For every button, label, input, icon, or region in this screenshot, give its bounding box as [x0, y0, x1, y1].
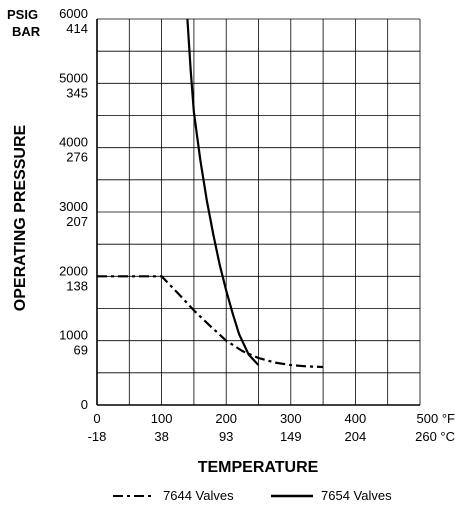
- y-unit-primary: PSIG: [7, 7, 38, 22]
- y-tick-label-bar: 138: [66, 278, 88, 293]
- x-tick-label-fahrenheit: 300: [280, 411, 302, 426]
- series-line-7654: [186, 18, 260, 366]
- chart-grid: [96, 18, 421, 406]
- chart-series: [97, 18, 324, 369]
- legend-label-7644: 7644 Valves: [163, 488, 234, 503]
- y-tick-label-bar: 414: [66, 21, 88, 36]
- x-tick-label-fahrenheit: 0: [93, 411, 100, 426]
- x-tick-label-fahrenheit: 400: [345, 411, 367, 426]
- x-tick-label-celsius: -18: [88, 429, 107, 444]
- x-tick-label-celsius: 204: [345, 429, 367, 444]
- solid-line-swatch: [271, 494, 313, 497]
- x-tick-label-fahrenheit: 500 °F: [417, 411, 456, 426]
- plot-frame: [96, 19, 420, 406]
- chart-legend: 7644 Valves 7654 Valves: [113, 488, 433, 508]
- y-tick-label-psig: 6000: [59, 6, 88, 21]
- dash-dot-line-swatch: [113, 494, 155, 497]
- y-tick-label-psig: 0: [81, 397, 88, 412]
- legend-label-7654: 7654 Valves: [321, 488, 392, 503]
- y-axis-label: OPERATING PRESSURE: [12, 124, 29, 311]
- y-tick-label-psig: 2000: [59, 263, 88, 278]
- y-tick-label-psig: 1000: [59, 328, 88, 343]
- legend-item-7654: 7654 Valves: [271, 488, 392, 503]
- y-tick-label-bar: 207: [66, 214, 88, 229]
- x-axis-label: TEMPERATURE: [198, 459, 319, 476]
- y-unit-secondary: BAR: [12, 24, 41, 39]
- legend-item-7644: 7644 Valves: [113, 488, 234, 503]
- series-line-7644: [97, 275, 324, 369]
- x-tick-label-celsius: 149: [280, 429, 302, 444]
- y-tick-label-psig: 5000: [59, 70, 88, 85]
- x-tick-labels: 0 -18 100 38 200 93 300 149 400 204 500 °F 260 °C: [88, 411, 455, 444]
- y-tick-label-bar: 345: [66, 85, 88, 100]
- y-tick-label-psig: 3000: [59, 199, 88, 214]
- y-tick-label-bar: 69: [74, 343, 88, 358]
- x-tick-label-celsius: 260 °C: [415, 429, 455, 444]
- x-tick-label-fahrenheit: 200: [215, 411, 237, 426]
- y-tick-label-psig: 4000: [59, 135, 88, 150]
- x-tick-label-fahrenheit: 100: [151, 411, 173, 426]
- x-tick-label-celsius: 93: [219, 429, 233, 444]
- x-tick-label-celsius: 38: [154, 429, 168, 444]
- y-tick-label-bar: 276: [66, 150, 88, 165]
